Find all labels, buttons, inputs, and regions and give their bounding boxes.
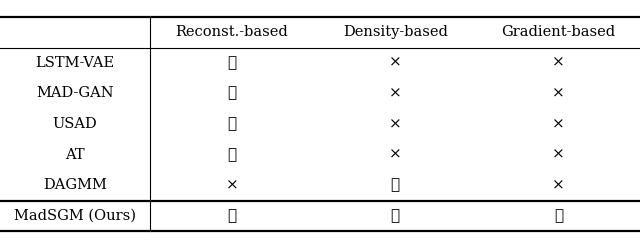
Text: Density-based: Density-based xyxy=(343,25,447,39)
Text: ✓: ✓ xyxy=(227,209,237,223)
Text: ×: × xyxy=(552,178,564,192)
Text: ✓: ✓ xyxy=(390,209,400,223)
Text: ×: × xyxy=(389,117,401,131)
Text: ×: × xyxy=(389,87,401,100)
Text: Reconst.-based: Reconst.-based xyxy=(175,25,289,39)
Text: ×: × xyxy=(552,87,564,100)
Text: ✓: ✓ xyxy=(390,178,400,192)
Text: AT: AT xyxy=(65,148,85,162)
Text: ✓: ✓ xyxy=(227,117,237,131)
Text: LSTM-VAE: LSTM-VAE xyxy=(36,56,115,70)
Text: ×: × xyxy=(226,178,238,192)
Text: ✓: ✓ xyxy=(227,148,237,162)
Text: ✓: ✓ xyxy=(227,87,237,100)
Text: ×: × xyxy=(552,56,564,70)
Text: ✓: ✓ xyxy=(227,56,237,70)
Text: DAGMM: DAGMM xyxy=(44,178,107,192)
Text: ✓: ✓ xyxy=(554,209,563,223)
Text: MadSGM (Ours): MadSGM (Ours) xyxy=(14,209,136,223)
Text: USAD: USAD xyxy=(53,117,97,131)
Text: MAD-GAN: MAD-GAN xyxy=(36,87,114,100)
Text: Gradient-based: Gradient-based xyxy=(501,25,616,39)
Text: ×: × xyxy=(552,148,564,162)
Text: ×: × xyxy=(552,117,564,131)
Text: ×: × xyxy=(389,56,401,70)
Text: ×: × xyxy=(389,148,401,162)
